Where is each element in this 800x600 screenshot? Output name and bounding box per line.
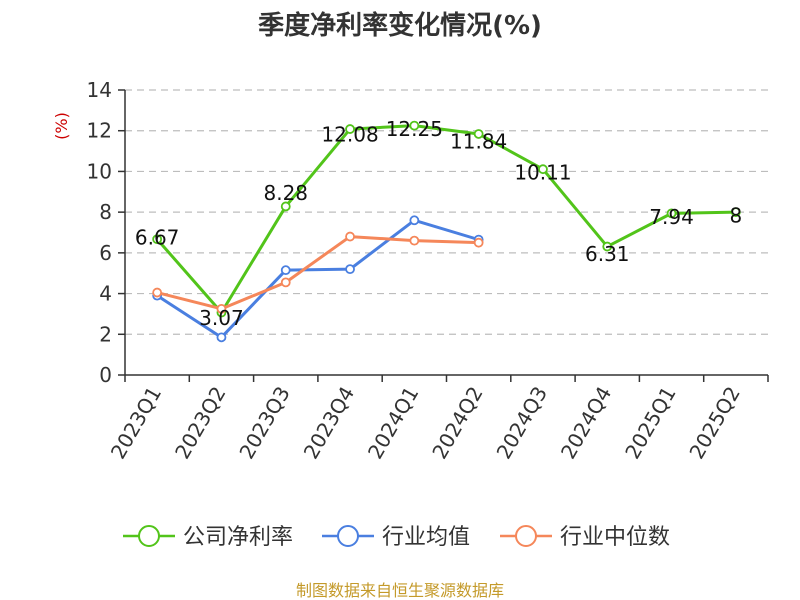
legend: 公司净利率 行业均值 行业中位数: [123, 525, 670, 550]
x-tick-label: 2023Q1: [106, 382, 166, 463]
source-note: 制图数据来自恒生聚源数据库: [296, 581, 504, 600]
y-tick-label: 4: [99, 282, 112, 306]
data-point: [152, 287, 163, 298]
legend-label: 公司净利率: [183, 525, 293, 550]
legend-label: 行业中位数: [560, 525, 670, 550]
data-label: 10.11: [514, 161, 571, 185]
data-point: [345, 264, 355, 275]
y-tick-label: 6: [99, 241, 112, 265]
data-point: [280, 277, 291, 288]
x-tick-label: 2024Q2: [427, 382, 487, 463]
data-point: [152, 234, 163, 245]
data-label: 7.94: [649, 205, 694, 229]
y-tick-label: 8: [99, 200, 112, 224]
data-point: [473, 129, 484, 139]
y-tick-label: 14: [87, 78, 112, 102]
data-point: [409, 235, 420, 246]
x-tick-label: 2024Q4: [556, 382, 616, 463]
data-label-layer: 6.67 3.07 8.28 12.08 12.25 11.84 10.11 6.31 7.94…: [135, 117, 742, 330]
x-tick-label: 2023Q2: [170, 382, 230, 463]
data-label: 8: [729, 204, 742, 228]
data-label: 12.08: [321, 123, 378, 147]
data-label: 8.28: [263, 181, 308, 205]
data-point: [409, 120, 420, 131]
data-point: [602, 241, 613, 252]
y-tick-label: 10: [87, 159, 112, 183]
x-tick-label: 2025Q2: [684, 382, 744, 463]
data-point: [216, 332, 227, 343]
x-tick-label: 2023Q3: [234, 382, 294, 463]
data-point: [280, 201, 291, 212]
data-point: [280, 265, 291, 276]
series-line-3: [156, 235, 479, 311]
data-point: [666, 208, 677, 219]
x-tick-label: 2024Q3: [492, 382, 552, 463]
data-point: [345, 231, 355, 242]
series-line-2: [156, 218, 480, 339]
x-tick-label: 2023Q4: [299, 382, 359, 463]
data-label: 6.31: [585, 242, 630, 266]
legend-marker: [515, 525, 537, 547]
legend-marker: [337, 525, 359, 547]
y-tick-label: 2: [99, 322, 112, 346]
y-tick-label: 12: [87, 119, 112, 143]
data-label: 11.84: [450, 129, 507, 153]
legend-marker: [138, 525, 160, 547]
y-tick-label: 0: [99, 363, 112, 387]
chart-title: 季度净利率变化情况(%): [258, 10, 542, 41]
series-line-1: [156, 124, 736, 315]
series-layer: [152, 120, 741, 343]
data-point: [409, 215, 420, 226]
x-tick-label: 2024Q1: [363, 382, 423, 463]
data-point: [345, 124, 355, 134]
y-axis-label: (%): [52, 112, 71, 140]
data-point: [216, 303, 227, 314]
data-point: [473, 237, 484, 248]
data-label: 3.07: [199, 306, 244, 330]
x-tick-label: 2025Q1: [620, 382, 680, 463]
data-point: [730, 207, 741, 218]
data-point: [538, 164, 548, 175]
data-label: 6.67: [135, 226, 180, 250]
data-label: 12.25: [386, 117, 443, 141]
legend-label: 行业均值: [382, 525, 470, 550]
